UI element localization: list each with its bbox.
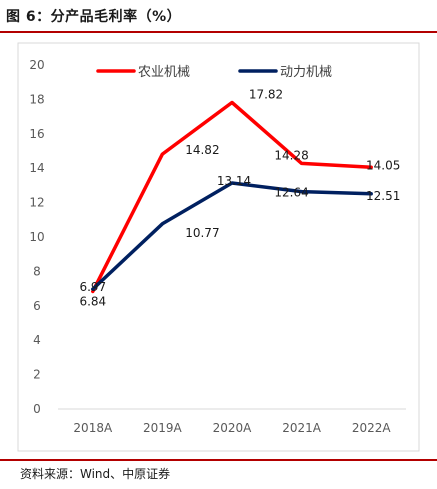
figure-header: 图 6：分产品毛利率（%） xyxy=(0,0,437,34)
source-note: 资料来源：Wind、中原证券 xyxy=(20,467,171,481)
y-tick-label: 14 xyxy=(29,161,44,175)
footer-divider xyxy=(0,459,437,461)
y-tick-label: 6 xyxy=(33,299,41,313)
y-axis: 0 2 4 6 8 10 12 14 16 18 20 xyxy=(29,58,44,416)
x-axis: 2018A 2019A 2020A 2021A 2022A xyxy=(73,421,391,435)
title-divider xyxy=(0,31,437,33)
series-line-0 xyxy=(91,100,373,294)
data-labels: 6.84 14.82 17.82 14.28 14.05 6.97 10.77 13.14 12… xyxy=(79,87,400,308)
y-tick-label: 18 xyxy=(29,92,44,106)
y-tick-label: 20 xyxy=(29,58,44,72)
series-lines xyxy=(91,100,373,294)
series-line-1 xyxy=(91,181,373,291)
legend-label: 农业机械 xyxy=(138,65,190,80)
x-tick-label: 2018A xyxy=(73,421,113,435)
y-tick-label: 2 xyxy=(33,368,41,382)
y-tick-label: 0 xyxy=(33,402,41,416)
y-tick-label: 4 xyxy=(33,333,41,347)
plot-frame xyxy=(17,42,420,452)
y-tick-label: 8 xyxy=(33,264,41,278)
x-tick-label: 2021A xyxy=(282,421,322,435)
data-label: 12.64 xyxy=(274,186,308,200)
legend: 农业机械 动力机械 xyxy=(96,65,332,80)
data-label: 13.14 xyxy=(217,174,251,188)
y-tick-label: 12 xyxy=(29,196,44,210)
y-tick-label: 10 xyxy=(29,230,44,244)
data-label: 14.05 xyxy=(366,158,400,172)
legend-label: 动力机械 xyxy=(280,65,332,80)
data-label: 6.97 xyxy=(79,280,106,294)
data-label: 12.51 xyxy=(366,189,400,203)
x-tick-label: 2019A xyxy=(143,421,183,435)
data-label: 6.84 xyxy=(79,294,106,308)
data-label: 10.77 xyxy=(185,226,219,240)
y-tick-label: 16 xyxy=(29,127,44,141)
figure-title: 图 6：分产品毛利率（%） xyxy=(6,9,182,25)
data-label: 14.28 xyxy=(274,148,308,162)
data-label: 17.82 xyxy=(249,87,283,101)
x-tick-label: 2020A xyxy=(213,421,253,435)
x-tick-label: 2022A xyxy=(352,421,392,435)
data-label: 14.82 xyxy=(185,143,219,157)
